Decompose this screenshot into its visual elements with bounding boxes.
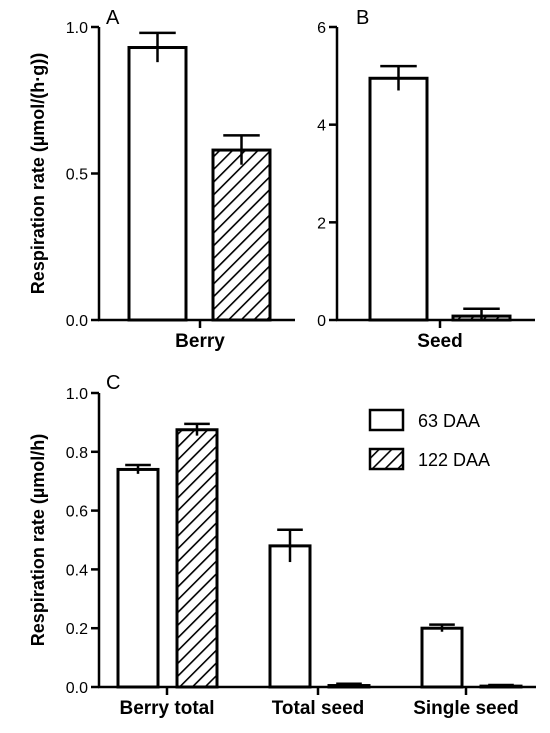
panel-b-chart: 0 2 4 6 Seed B [317, 7, 535, 352]
bar-63-daa-berry-total [116, 467, 160, 689]
error-bar-122-daa-total-seed [336, 682, 362, 687]
y-tick-label: 0.0 [66, 680, 88, 697]
legend-label-63-daa: 63 DAA [418, 411, 480, 431]
y-tick-label: 0.2 [66, 621, 88, 638]
bar-63-daa-seed [368, 76, 429, 322]
x-tick-label-total-seed: Total seed [272, 698, 365, 719]
y-tick-label: 1.0 [66, 20, 88, 37]
y-tick-label: 4 [317, 118, 326, 135]
error-bar-63-daa-seed [380, 64, 417, 91]
legend: 63 DAA 122 DAA [368, 408, 490, 471]
error-bar-122-daa-seed [463, 307, 500, 320]
legend-swatch-63-daa [368, 408, 405, 432]
error-bar-63-daa-total-seed [277, 528, 303, 563]
y-tick-label: 0.6 [66, 504, 88, 521]
y-tick-label: 0 [317, 313, 326, 330]
panel-letter-b: B [356, 7, 369, 29]
error-bar-122-daa-berry [223, 134, 260, 165]
y-tick-label: 0.5 [66, 167, 88, 184]
y-tick-label: 6 [317, 20, 326, 37]
panel-a-chart: 0.0 0.5 1.0 Berry Respiration rate (µmol/(h·… [28, 7, 295, 352]
error-bar-122-daa-berry-total [184, 422, 210, 436]
error-bar-63-daa-single-seed [429, 623, 455, 632]
y-tick-label: 0.0 [66, 313, 88, 330]
y-tick-label: 0.8 [66, 445, 88, 462]
x-tick-label-berry: Berry [175, 331, 225, 352]
panel-letter-c: C [106, 372, 120, 394]
error-bar-63-daa-berry [139, 31, 176, 63]
error-bar-122-daa-single-seed [488, 683, 514, 687]
y-tick-label: 2 [317, 215, 326, 232]
panel-letter-a: A [106, 7, 120, 29]
bar-63-daa-berry [127, 46, 188, 322]
bar-63-daa-total-seed [268, 544, 312, 689]
error-bar-63-daa-berry-total [125, 463, 151, 474]
panel-c-chart: 0.0 0.2 0.4 0.6 0.8 1.0 Berry total Total seed S… [28, 372, 536, 719]
x-tick-label-berry-total: Berry total [119, 698, 214, 719]
legend-label-122-daa: 122 DAA [418, 450, 490, 470]
x-tick-label-single-seed: Single seed [413, 698, 519, 719]
y-axis-label: Respiration rate (µmol/(h·g)) [28, 53, 48, 294]
y-tick-label: 1.0 [66, 386, 88, 403]
y-axis-label: Respiration rate (µmol/h) [28, 434, 48, 646]
bar-63-daa-single-seed [420, 626, 464, 689]
y-tick-label: 0.4 [66, 562, 88, 579]
bar-122-daa-berry-total [175, 428, 219, 689]
x-tick-label-seed: Seed [417, 331, 462, 352]
bar-122-daa-berry [211, 148, 272, 322]
legend-swatch-122-daa [368, 447, 405, 471]
